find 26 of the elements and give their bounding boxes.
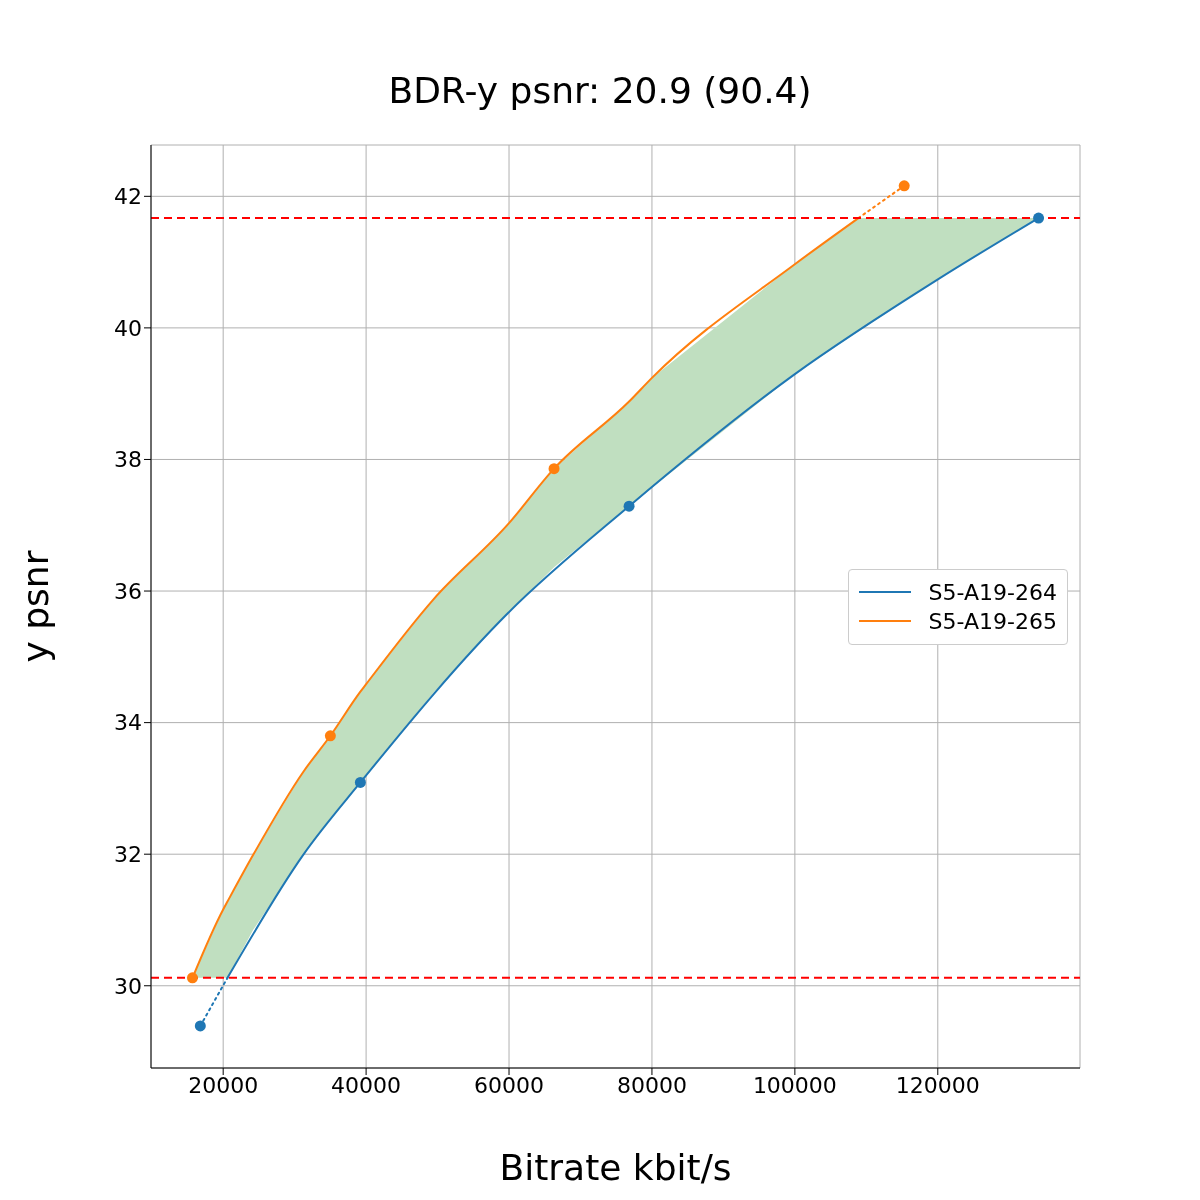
y-tick-label: 38 [114, 447, 142, 473]
y-tick-label: 42 [114, 184, 142, 210]
point [324, 730, 336, 742]
x-tick-label: 80000 [616, 1072, 687, 1098]
point [548, 463, 560, 475]
point [354, 776, 366, 788]
point [898, 180, 910, 192]
y-axis-title: y psnr [14, 550, 56, 663]
x-axis-title: Bitrate kbit/s [499, 1147, 732, 1188]
chart-title: BDR-y psnr: 20.9 (90.4) [387, 70, 813, 111]
x-tick-label: 20000 [188, 1072, 259, 1098]
y-tick-label: 32 [114, 842, 142, 867]
x-tick-label: 120000 [895, 1072, 980, 1098]
x-tick-label: 60000 [474, 1072, 545, 1098]
legend-label: S5-A19-264 [928, 579, 1057, 605]
y-tick-label: 40 [114, 315, 142, 341]
y-tick-label: 34 [114, 710, 142, 736]
x-tick-label: 40000 [331, 1072, 402, 1098]
point [186, 972, 198, 984]
point [1033, 212, 1045, 224]
legend-label: S5-A19-265 [928, 608, 1057, 634]
point [194, 1020, 206, 1032]
x-tick-label: 100000 [752, 1072, 837, 1098]
y-tick-label: 30 [114, 973, 142, 999]
point [623, 500, 635, 512]
y-tick-label: 36 [114, 578, 142, 604]
